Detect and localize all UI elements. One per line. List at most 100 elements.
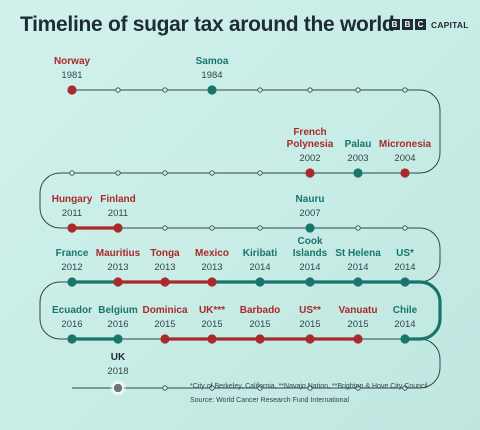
event-label: Cook Islands 2014 bbox=[293, 236, 327, 274]
event-name: Barbado bbox=[239, 305, 281, 316]
timeline-tick bbox=[115, 170, 121, 176]
event-label: Kiribati 2014 bbox=[243, 248, 277, 274]
event-name: Hungary bbox=[51, 194, 93, 205]
event-marker bbox=[112, 382, 124, 394]
event-label: US** 2015 bbox=[299, 305, 321, 331]
timeline-tick bbox=[307, 87, 313, 93]
event-marker bbox=[305, 223, 315, 233]
event-label: French Polynesia 2002 bbox=[287, 127, 334, 165]
timeline-tick bbox=[115, 87, 121, 93]
event-label: US* 2014 bbox=[394, 248, 415, 274]
timeline-tick bbox=[162, 87, 168, 93]
event-year: 2014 bbox=[299, 262, 321, 273]
event-marker bbox=[400, 277, 410, 287]
page-title: Timeline of sugar tax around the world bbox=[20, 13, 395, 36]
event-year: 2011 bbox=[107, 208, 129, 219]
event-marker bbox=[160, 334, 170, 344]
event-name: Vanuatu bbox=[338, 305, 378, 316]
event-label: Belgium 2016 bbox=[98, 305, 137, 331]
event-name: French Polynesia bbox=[286, 127, 334, 150]
event-name: US* bbox=[396, 248, 414, 259]
timeline-tick bbox=[209, 170, 215, 176]
event-label: UK*** 2015 bbox=[199, 305, 225, 331]
event-name: US** bbox=[299, 305, 321, 316]
timeline-tick bbox=[257, 170, 263, 176]
event-year: 2015 bbox=[299, 319, 321, 330]
event-marker bbox=[113, 334, 123, 344]
event-name: UK*** bbox=[198, 305, 226, 316]
timeline-tick bbox=[402, 87, 408, 93]
event-marker bbox=[305, 334, 315, 344]
event-year: 2014 bbox=[394, 262, 416, 273]
event-year: 2013 bbox=[201, 262, 223, 273]
event-name: Nauru bbox=[295, 194, 325, 205]
event-marker bbox=[113, 223, 123, 233]
footnote: *City of Berkeley, California, **Navajo … bbox=[190, 383, 428, 390]
event-label: Dominica 2015 bbox=[142, 305, 187, 331]
event-name: Micronesia bbox=[378, 139, 432, 150]
event-year: 2002 bbox=[299, 153, 321, 164]
event-marker bbox=[400, 168, 410, 178]
event-year: 2015 bbox=[347, 319, 369, 330]
event-label: Nauru 2007 bbox=[296, 194, 325, 220]
event-name: Finland bbox=[100, 194, 136, 205]
timeline-tick bbox=[162, 225, 168, 231]
event-label: France 2012 bbox=[56, 248, 89, 274]
event-label: St Helena 2014 bbox=[335, 248, 381, 274]
event-marker bbox=[207, 277, 217, 287]
event-name: Belgium bbox=[98, 305, 138, 316]
logo-letter: C bbox=[415, 19, 426, 30]
event-year: 2015 bbox=[249, 319, 271, 330]
source-note: Source: World Cancer Research Fund Inter… bbox=[190, 397, 350, 404]
timeline-tick bbox=[162, 385, 168, 391]
event-year: 2015 bbox=[154, 319, 176, 330]
event-year: 2016 bbox=[61, 319, 83, 330]
event-marker bbox=[67, 223, 77, 233]
event-year: 2014 bbox=[249, 262, 271, 273]
event-marker bbox=[67, 85, 77, 95]
event-year: 2016 bbox=[107, 319, 129, 330]
event-name: Kiribati bbox=[242, 248, 278, 259]
event-year: 2011 bbox=[61, 208, 83, 219]
event-marker bbox=[353, 277, 363, 287]
event-marker bbox=[305, 277, 315, 287]
timeline-tick bbox=[162, 170, 168, 176]
timeline-track bbox=[39, 89, 441, 389]
event-label: Ecuador 2016 bbox=[52, 305, 92, 331]
event-name: Samoa bbox=[195, 56, 229, 67]
event-label: Palau 2003 bbox=[345, 139, 372, 165]
event-name: Palau bbox=[344, 139, 372, 150]
event-marker bbox=[207, 334, 217, 344]
timeline-tick bbox=[355, 225, 361, 231]
event-label: Mexico 2013 bbox=[195, 248, 229, 274]
logo-letter: B bbox=[389, 19, 400, 30]
timeline-tick bbox=[355, 87, 361, 93]
timeline-tick bbox=[69, 170, 75, 176]
event-name: France bbox=[55, 248, 89, 259]
event-label: Barbado 2015 bbox=[240, 305, 281, 331]
timeline-tick bbox=[257, 87, 263, 93]
event-marker bbox=[255, 277, 265, 287]
event-marker-glow bbox=[110, 380, 126, 396]
event-year: 2013 bbox=[154, 262, 176, 273]
event-year: 2012 bbox=[61, 262, 83, 273]
event-name: UK bbox=[110, 352, 126, 363]
event-label: Norway 1981 bbox=[54, 56, 90, 82]
event-label: Samoa 1984 bbox=[196, 56, 229, 82]
event-year: 2003 bbox=[347, 153, 369, 164]
event-year: 1981 bbox=[61, 70, 83, 81]
event-name: Norway bbox=[53, 56, 91, 67]
event-marker bbox=[400, 334, 410, 344]
event-year: 1984 bbox=[201, 70, 223, 81]
event-label: UK 2018 bbox=[107, 352, 128, 378]
event-year: 2004 bbox=[394, 153, 416, 164]
event-year: 2013 bbox=[107, 262, 129, 273]
event-year: 2007 bbox=[299, 208, 321, 219]
event-marker bbox=[305, 168, 315, 178]
logo-letter: B bbox=[402, 19, 413, 30]
event-marker bbox=[353, 168, 363, 178]
event-label: Vanuatu 2015 bbox=[339, 305, 378, 331]
timeline-tick bbox=[307, 385, 313, 391]
event-name: Cook Islands bbox=[292, 236, 328, 259]
